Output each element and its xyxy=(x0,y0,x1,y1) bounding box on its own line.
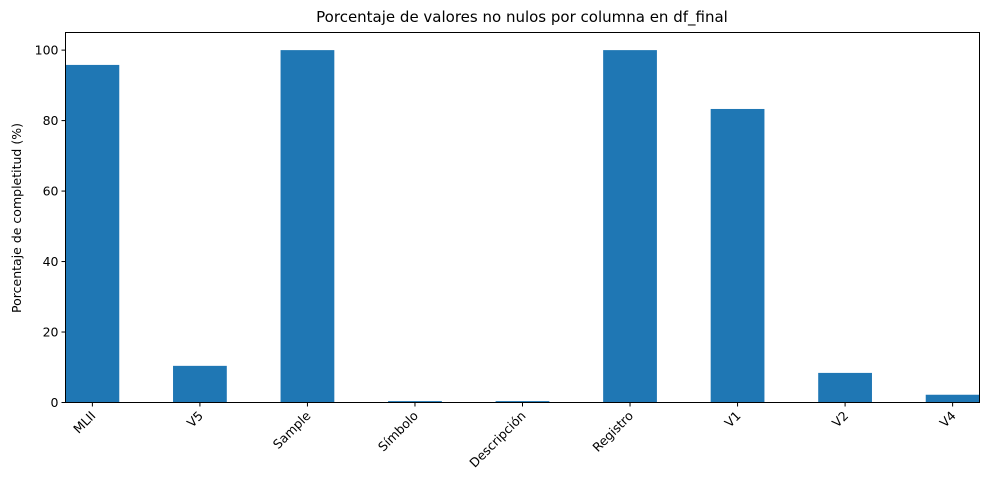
x-tick-label: V1 xyxy=(721,408,743,430)
y-tick-label: 40 xyxy=(43,254,59,269)
x-tick-label: MLII xyxy=(70,408,98,436)
x-tick-label: Símbolo xyxy=(375,408,421,454)
y-axis-label: Porcentaje de completitud (%) xyxy=(9,123,24,313)
y-tick-label: 60 xyxy=(43,184,59,199)
bar-símbolo xyxy=(388,401,442,403)
x-tick-label: Sample xyxy=(270,408,314,452)
bar-v2 xyxy=(818,372,872,403)
y-axis-ticks: 0 20 40 60 80 100 xyxy=(35,43,66,410)
plot-area-frame xyxy=(65,32,980,403)
bar-v5 xyxy=(173,365,227,403)
x-tick-label: Registro xyxy=(589,408,636,455)
bars-group xyxy=(65,50,980,403)
y-tick-label: 80 xyxy=(43,113,59,128)
x-tick-label: V4 xyxy=(936,408,958,430)
bar-registro xyxy=(603,50,657,403)
bar-sample xyxy=(280,50,335,403)
bar-descripción xyxy=(495,401,550,403)
bar-mlii xyxy=(65,64,120,403)
chart-title: Porcentaje de valores no nulos por colum… xyxy=(316,8,728,27)
y-tick-label: 20 xyxy=(43,325,59,340)
y-tick-label: 0 xyxy=(51,395,59,410)
bar-v4 xyxy=(925,394,980,403)
x-tick-label: Descripción xyxy=(466,408,528,470)
x-axis-ticks: MLII V5 Sample Símbolo Descripción Registro V1… xyxy=(70,402,959,470)
x-tick-label: V2 xyxy=(829,408,851,430)
x-tick-label: V5 xyxy=(184,408,206,430)
y-tick-label: 100 xyxy=(35,43,59,58)
bar-v1 xyxy=(710,108,765,403)
